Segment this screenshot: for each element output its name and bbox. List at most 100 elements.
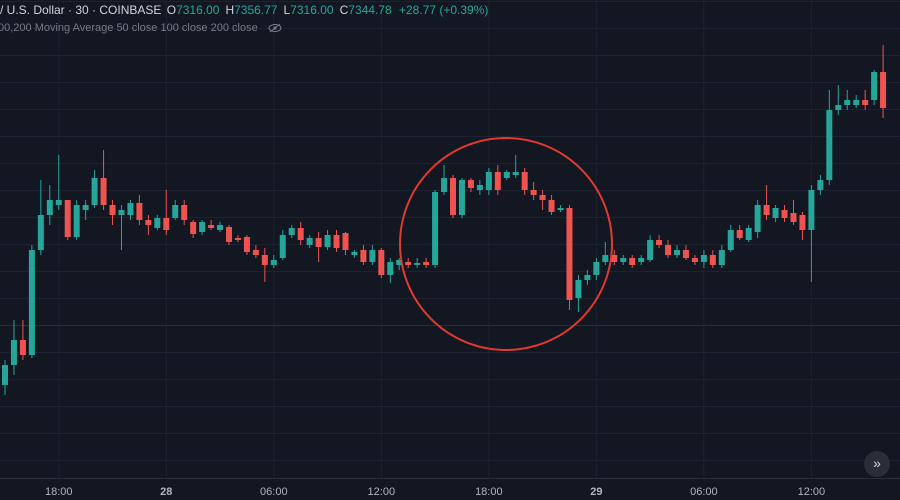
candle-body: [405, 262, 412, 265]
candle-body: [37, 215, 44, 250]
candle-body: [324, 235, 331, 247]
scroll-to-realtime-button[interactable]: »: [864, 451, 890, 477]
candle-body: [100, 178, 107, 205]
candle-body: [736, 230, 743, 238]
candle-body: [647, 240, 654, 260]
candle-body: [674, 250, 680, 255]
candle-body: [226, 227, 232, 242]
candle-body: [396, 260, 403, 265]
candle-body: [575, 280, 582, 298]
candle-body: [118, 210, 125, 215]
x-tick-label: 06:00: [690, 486, 718, 498]
candle-body: [208, 225, 215, 228]
candle-body: [163, 218, 170, 230]
candle-body: [700, 255, 707, 262]
candle-body: [566, 208, 573, 300]
candle-body: [844, 100, 851, 105]
candle-body: [288, 228, 295, 235]
candle-body: [539, 195, 546, 200]
candle-body: [261, 255, 268, 265]
candle-body: [243, 237, 250, 252]
candle-body: [28, 250, 35, 355]
candle-body: [270, 260, 277, 265]
candle-body: [73, 205, 80, 237]
candle-body: [154, 218, 161, 228]
candle-body: [333, 235, 340, 248]
candle-body: [10, 340, 17, 365]
ohlc-value: 7356.77: [234, 3, 278, 17]
ohlc-value: 7316.00: [176, 3, 220, 17]
candle-body: [709, 255, 716, 265]
candle-body: [871, 72, 878, 100]
candle-body: [136, 203, 143, 220]
candle-body: [521, 172, 528, 190]
x-tick-label: 06:00: [260, 486, 288, 498]
candle-body: [82, 205, 89, 210]
grid-background: [0, 0, 900, 478]
indicator-legend[interactable]: 00,200 Moving Average 50 close 100 close…: [0, 22, 283, 34]
candle-body: [46, 200, 53, 215]
x-tick-label: 12:00: [368, 486, 396, 498]
candle-body: [360, 250, 367, 262]
candle-body: [862, 100, 869, 105]
symbol-header: / U.S. Dollar · 30 · COINBASE O7316.00 H7…: [0, 3, 492, 17]
candle-body: [691, 258, 698, 262]
candle-body: [109, 205, 116, 215]
x-tick-label: 28: [160, 486, 172, 498]
hide-icon[interactable]: [267, 23, 283, 33]
candle-body: [745, 228, 752, 240]
candle-body: [450, 178, 456, 215]
candle-body: [432, 192, 439, 265]
candle-body: [441, 178, 448, 192]
candle-body: [485, 172, 492, 190]
candles: [2, 45, 887, 395]
candle-body: [665, 245, 672, 255]
symbol: / U.S. Dollar · 30 · COINBASE: [0, 3, 162, 17]
candle-body: [503, 172, 510, 178]
candle-body: [458, 180, 465, 215]
candle-body: [279, 235, 286, 258]
candle-body: [808, 190, 815, 230]
candle-body: [19, 340, 26, 355]
candle-body: [315, 238, 322, 247]
candle-body: [638, 258, 645, 262]
candle-body: [467, 180, 474, 188]
ohlc-value: 7344.78: [348, 3, 392, 17]
indicator-text: 00,200 Moving Average 50 close 100 close…: [0, 22, 258, 34]
candle-body: [378, 250, 385, 275]
ohlc-key: C: [339, 3, 349, 17]
candle-body: [172, 205, 179, 218]
ohlc-key: L: [283, 3, 291, 17]
candle-body: [234, 238, 241, 240]
candle-body: [190, 222, 197, 234]
candle-body: [369, 250, 376, 262]
candle-body: [727, 230, 734, 250]
candle-body: [584, 275, 591, 280]
candle-body: [629, 258, 636, 265]
candle-body: [476, 185, 483, 190]
x-tick-label: 18:00: [475, 486, 503, 498]
candle-body: [252, 250, 259, 255]
candle-body: [512, 172, 519, 175]
ohlc-key: O: [166, 3, 177, 17]
candle-body: [611, 255, 618, 262]
candle-body: [55, 200, 62, 205]
candle-body: [826, 110, 833, 180]
change: +28.77 (+0.39%): [399, 3, 489, 17]
candle-body: [387, 262, 394, 275]
candle-body: [620, 258, 627, 262]
candle-body: [297, 228, 304, 240]
candle-body: [145, 220, 152, 225]
candle-body: [880, 72, 887, 108]
candle-body: [656, 240, 663, 245]
candle-body: [91, 178, 98, 205]
candle-body: [602, 255, 609, 262]
candle-body: [217, 225, 224, 230]
candle-body: [306, 238, 313, 245]
candle-body: [181, 205, 188, 220]
x-tick-label: 18:00: [45, 486, 73, 498]
candle-body: [772, 208, 779, 218]
candle-body: [423, 262, 430, 265]
